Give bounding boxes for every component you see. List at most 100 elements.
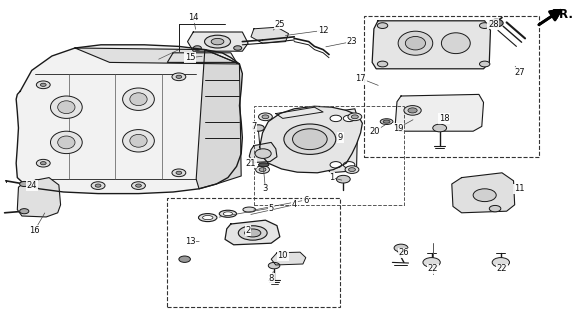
Polygon shape <box>249 142 277 163</box>
Polygon shape <box>167 53 237 62</box>
Text: 11: 11 <box>514 184 524 193</box>
Ellipse shape <box>122 88 154 110</box>
Circle shape <box>20 209 29 214</box>
Text: 18: 18 <box>439 114 449 123</box>
Text: FR.: FR. <box>552 8 574 21</box>
Ellipse shape <box>122 130 154 152</box>
Text: 14: 14 <box>188 13 198 22</box>
Bar <box>254 106 404 205</box>
Ellipse shape <box>51 131 82 154</box>
Ellipse shape <box>219 210 237 217</box>
Ellipse shape <box>223 212 233 216</box>
Ellipse shape <box>380 119 393 124</box>
Ellipse shape <box>130 134 147 147</box>
Polygon shape <box>225 220 280 245</box>
Text: 10: 10 <box>278 252 288 260</box>
Ellipse shape <box>293 129 327 150</box>
Circle shape <box>349 168 355 172</box>
Ellipse shape <box>441 33 470 53</box>
Text: 7: 7 <box>251 122 257 131</box>
Text: 2: 2 <box>245 226 251 235</box>
Circle shape <box>330 162 342 168</box>
Text: 6: 6 <box>303 196 309 204</box>
Polygon shape <box>395 94 484 131</box>
Circle shape <box>172 169 186 177</box>
Polygon shape <box>260 106 362 173</box>
Circle shape <box>479 61 490 67</box>
Polygon shape <box>326 109 358 173</box>
Ellipse shape <box>243 207 256 212</box>
Ellipse shape <box>211 38 224 45</box>
Text: 28: 28 <box>488 20 499 28</box>
Circle shape <box>172 73 186 81</box>
Text: 26: 26 <box>399 248 409 257</box>
Circle shape <box>492 258 509 267</box>
Ellipse shape <box>383 120 390 123</box>
Text: 3: 3 <box>263 184 268 193</box>
Text: 5: 5 <box>268 204 274 212</box>
Ellipse shape <box>198 214 217 222</box>
Ellipse shape <box>284 124 336 155</box>
Circle shape <box>489 19 503 27</box>
Circle shape <box>423 258 440 267</box>
Ellipse shape <box>405 36 426 50</box>
Text: 9: 9 <box>338 133 343 142</box>
Text: 15: 15 <box>185 53 196 62</box>
Ellipse shape <box>51 96 82 118</box>
Circle shape <box>262 115 269 119</box>
Text: 8: 8 <box>268 274 274 283</box>
Circle shape <box>40 162 46 165</box>
Circle shape <box>404 106 421 115</box>
Circle shape <box>36 159 50 167</box>
Circle shape <box>433 124 447 132</box>
Text: 16: 16 <box>29 226 40 235</box>
Text: 17: 17 <box>355 74 366 83</box>
Circle shape <box>343 115 355 122</box>
Circle shape <box>20 181 29 187</box>
Circle shape <box>489 205 501 212</box>
Polygon shape <box>276 107 323 118</box>
Circle shape <box>394 244 408 252</box>
Polygon shape <box>251 27 288 43</box>
Circle shape <box>176 75 182 78</box>
Ellipse shape <box>130 93 147 106</box>
Circle shape <box>95 184 101 187</box>
Circle shape <box>36 81 50 89</box>
Circle shape <box>473 189 496 202</box>
Text: 27: 27 <box>514 68 524 76</box>
Text: 20: 20 <box>370 127 380 136</box>
Ellipse shape <box>255 149 271 158</box>
Bar <box>364 16 539 157</box>
Text: 21: 21 <box>246 159 256 168</box>
Circle shape <box>345 166 359 173</box>
Circle shape <box>256 166 269 173</box>
Text: 22: 22 <box>428 264 438 273</box>
Circle shape <box>351 115 358 119</box>
Circle shape <box>132 182 145 189</box>
Ellipse shape <box>245 229 261 237</box>
Ellipse shape <box>58 101 75 114</box>
Ellipse shape <box>238 226 267 240</box>
Polygon shape <box>372 21 490 69</box>
Polygon shape <box>452 173 515 213</box>
Circle shape <box>377 23 388 28</box>
Polygon shape <box>188 32 248 51</box>
Circle shape <box>268 262 280 269</box>
Text: 22: 22 <box>497 264 507 273</box>
Ellipse shape <box>398 31 433 55</box>
Circle shape <box>348 113 362 121</box>
Polygon shape <box>75 48 239 64</box>
Circle shape <box>343 162 355 168</box>
Text: 19: 19 <box>393 124 403 132</box>
Circle shape <box>176 171 182 174</box>
Circle shape <box>91 182 105 189</box>
Polygon shape <box>271 252 306 265</box>
Circle shape <box>330 115 342 122</box>
Polygon shape <box>17 178 61 217</box>
Ellipse shape <box>258 163 269 167</box>
Text: 4: 4 <box>291 200 297 209</box>
Circle shape <box>40 83 46 86</box>
Circle shape <box>234 46 242 50</box>
Text: 24: 24 <box>27 181 37 190</box>
Circle shape <box>479 23 490 28</box>
